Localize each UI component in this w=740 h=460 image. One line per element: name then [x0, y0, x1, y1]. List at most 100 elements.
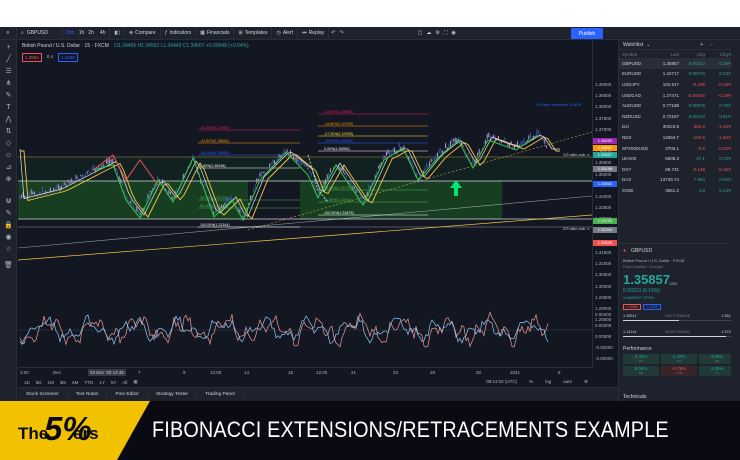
magnet-icon[interactable]: ⋓: [5, 198, 12, 205]
range-5y[interactable]: 5Y: [110, 379, 117, 385]
more-icon[interactable]: ⋯: [709, 41, 715, 48]
watchlist-row[interactable]: AUDUSD 0.77189 0.00579 0.76%: [619, 100, 740, 111]
undo-icon[interactable]: ↶: [331, 30, 336, 36]
cloud-icon[interactable]: ☁: [426, 30, 432, 36]
range-ytd[interactable]: YTD: [84, 379, 94, 385]
brand-logo: 5%: [44, 410, 92, 447]
shapes-icon[interactable]: ◇: [5, 140, 12, 147]
horizontal-lines-icon[interactable]: ☰: [5, 68, 12, 75]
redo-icon[interactable]: ↷: [339, 30, 344, 36]
candle-body: [453, 139, 455, 142]
candle-body: [425, 163, 427, 168]
ruler-icon[interactable]: ⊿: [5, 164, 12, 171]
interval-1h[interactable]: 1h: [78, 30, 85, 36]
watchlist-header[interactable]: Watchlist ⌄ + ⋯: [619, 40, 740, 50]
watchlist-row[interactable]: NDX 12694.7 -193.6 -1.50%: [619, 132, 740, 143]
tab-stock-screener[interactable]: Stock Screener: [18, 392, 68, 397]
chart-area[interactable]: -61.80%(1.37905) -44.80%(1.36894) -18.00%(…: [18, 40, 592, 367]
gear-icon[interactable]: ⚙: [583, 379, 588, 384]
prediction-icon[interactable]: ⇅: [5, 128, 12, 135]
alert-button[interactable]: ◷ Alert: [272, 27, 299, 40]
crosshair-icon[interactable]: +: [6, 44, 11, 51]
icons-icon[interactable]: ☺: [4, 152, 13, 159]
symbol-search[interactable]: ⌕ GBPUSD: [17, 27, 63, 40]
chevron-down-icon[interactable]: ⌄: [646, 41, 651, 48]
watchlist-row[interactable]: UKX00 6608.3 47.1 0.72%: [619, 153, 740, 164]
watchlist-row[interactable]: USDJPY 102.917 -0.195 -0.19%: [619, 79, 740, 90]
watchlist-row[interactable]: USDCAD 1.27471 -0.00246 -0.19%: [619, 90, 740, 101]
col-symbol[interactable]: Symbol: [622, 51, 638, 57]
sell-button[interactable]: 1.3584: [22, 53, 42, 62]
auto-toggle[interactable]: auto: [563, 379, 572, 384]
interval-15m[interactable]: 15m: [65, 30, 75, 36]
pattern-icon[interactable]: ⋀: [5, 116, 12, 123]
settings-icon[interactable]: ⚙: [435, 30, 440, 36]
eye-icon[interactable]: ◉: [5, 234, 12, 241]
layout-icon[interactable]: ▢: [417, 30, 423, 36]
tab-text-notes[interactable]: Text Notes: [68, 392, 108, 397]
add-symbol-icon[interactable]: +: [700, 41, 704, 48]
watchlist-row[interactable]: DAX 13726.74 7.960 0.06%: [619, 175, 740, 186]
range-6m[interactable]: 6M: [72, 379, 79, 385]
chart-type-button[interactable]: ▮▯: [110, 27, 125, 40]
utc-clock[interactable]: 08:13:02 (UTC): [486, 379, 518, 384]
price-tag: 1.35198: [593, 166, 617, 172]
candle-body: [86, 171, 88, 174]
brand-banner: The 5% ers FIBONACCI EXTENSIONS/RETRACEM…: [0, 401, 740, 460]
compare-button[interactable]: ⊕ Compare: [125, 27, 161, 40]
fullscreen-icon[interactable]: ⛶: [443, 30, 448, 36]
log-toggle[interactable]: log: [545, 379, 552, 384]
range-1m[interactable]: 1M: [47, 379, 54, 385]
menu-icon[interactable]: ≡: [0, 27, 17, 40]
brush-icon[interactable]: ✎: [5, 92, 12, 99]
indicators-button[interactable]: ƒ Indicators: [161, 27, 197, 40]
favorites-icon[interactable]: ☆: [5, 246, 12, 253]
interval-4h[interactable]: 4h: [96, 27, 111, 40]
row-last: 1.27471: [662, 92, 679, 98]
trash-icon[interactable]: 🗑: [4, 262, 13, 269]
interval-2h[interactable]: 2h: [88, 30, 94, 36]
time-axis[interactable]: 6 2021 30 28 23 21 12:00 16 14 12:00 9 7 Dec 2:00 03 …: [18, 367, 592, 377]
tab-pine-editor[interactable]: Pine Editor: [107, 392, 148, 397]
watchlist-row[interactable]: DXY 89.731 -0.148 -0.16%: [619, 164, 740, 175]
tab-strategy-tester[interactable]: Strategy Tester: [148, 392, 198, 397]
range-1y[interactable]: 1Y: [99, 379, 105, 385]
legend-instrument: British Pound / U.S. Dollar: [22, 43, 81, 49]
watchlist-row[interactable]: NZDUSD 0.72167 0.00440 0.61%: [619, 111, 740, 122]
watchlist-row[interactable]: GBPUSD 1.35857 0.00213 0.16%: [619, 58, 740, 69]
percent-toggle[interactable]: %: [529, 379, 534, 384]
candle-body: [496, 139, 498, 141]
col-chg-pct[interactable]: Chg%: [719, 51, 732, 57]
range-3m[interactable]: 3M: [59, 379, 67, 385]
watchlist-row[interactable]: DJI 30223.9 -382.6 -1.25%: [619, 122, 740, 133]
watchlist-row[interactable]: SPX500USD 3706.1 -0.6 -0.02%: [619, 143, 740, 154]
buy-button[interactable]: 1.3585: [58, 53, 78, 62]
range-all[interactable]: All: [122, 379, 128, 385]
watchlist-row[interactable]: SX5E 3561.2 4.8 0.13%: [619, 185, 740, 196]
trend-line-icon[interactable]: ╱: [6, 56, 11, 63]
zoom-icon[interactable]: ⊕: [5, 176, 12, 183]
range-5d[interactable]: 5D: [35, 379, 42, 385]
publish-button[interactable]: Publish: [571, 28, 603, 39]
candle-body: [416, 173, 418, 178]
col-last[interactable]: Last: [670, 51, 679, 57]
details-buy-button[interactable]: 1.3585: [643, 304, 661, 310]
range-1d[interactable]: 1D: [24, 379, 30, 385]
replay-button[interactable]: ⏮ Replay: [298, 27, 330, 40]
tab-trading-panel[interactable]: Trading Panel: [197, 392, 244, 397]
text-icon[interactable]: T: [6, 104, 11, 111]
technicals-title[interactable]: Technicals: [623, 394, 647, 400]
financials-button[interactable]: ▦ Financials: [196, 27, 235, 40]
col-chg[interactable]: Chg: [696, 51, 705, 57]
lock-drawing-icon[interactable]: ✎: [5, 210, 12, 217]
candle-body: [120, 178, 122, 184]
calendar-icon[interactable]: ▦: [133, 379, 138, 384]
lock-icon[interactable]: 🔒: [4, 222, 13, 229]
pitchfork-icon[interactable]: ⋔: [5, 80, 12, 87]
details-sell-button[interactable]: 1.3584: [623, 304, 641, 310]
candle-body: [45, 191, 47, 194]
price-axis[interactable]: 1.390001.385001.380001.375001.370001.365…: [592, 40, 618, 367]
watchlist-row[interactable]: EURUSD 1.22717 0.00279 0.23%: [619, 69, 740, 80]
templates-button[interactable]: ⊞ Templates: [234, 27, 273, 40]
camera-icon[interactable]: ◉: [451, 30, 456, 36]
